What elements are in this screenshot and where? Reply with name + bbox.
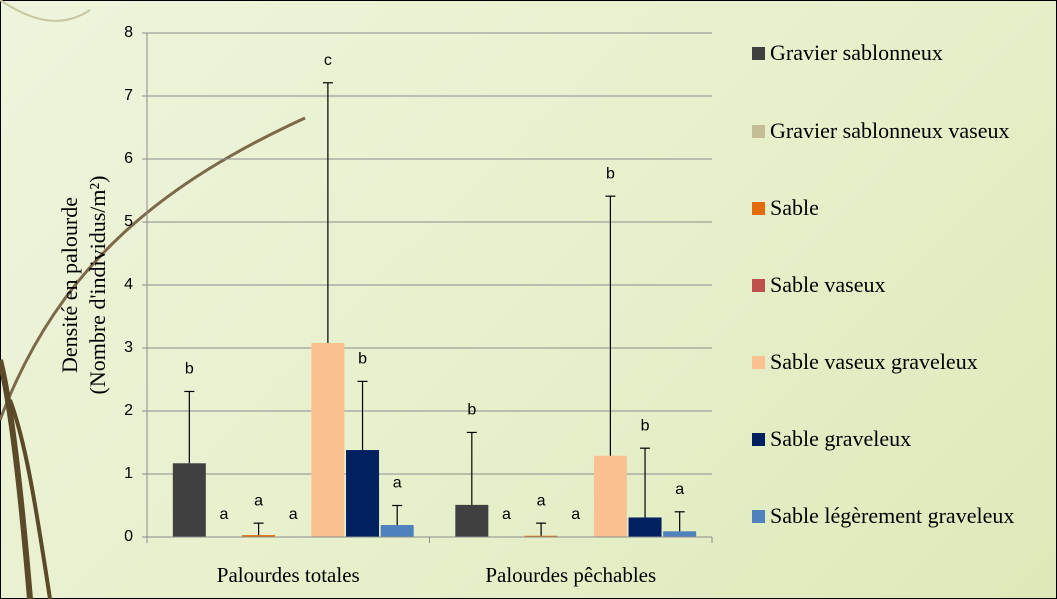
legend-swatch: [752, 47, 765, 60]
y-tick-label: 2: [124, 402, 133, 419]
significance-letter: a: [220, 506, 229, 523]
y-tick-label: 0: [124, 528, 133, 545]
bar: [594, 456, 627, 537]
legend-item: Sable: [752, 193, 1020, 223]
decor-curve: [0, 118, 305, 420]
significance-letter: a: [289, 506, 298, 523]
legend-label: Sable: [770, 193, 1020, 223]
legend-label: Sable légèrement graveleux: [770, 501, 1020, 531]
legend-swatch: [752, 510, 765, 523]
legend-swatch: [752, 433, 765, 446]
legend-item: Gravier sablonneux vaseux: [752, 116, 1020, 146]
legend-swatch: [752, 125, 765, 138]
bar: [663, 531, 696, 537]
bar: [629, 517, 662, 537]
legend-swatch: [752, 356, 765, 369]
legend-item: Sable vaseux: [752, 270, 1020, 300]
significance-letter: a: [502, 506, 511, 523]
legend-label: Sable vaseux: [770, 270, 1020, 300]
plot-area: 0 1 2 3 4 5 6 7 8 b a a a c b a Palourdes totales b a a a b b a…: [124, 24, 712, 587]
y-tick-label: 8: [124, 24, 133, 41]
page: 0 1 2 3 4 5 6 7 8 b a a a c b a Palourdes totales b a a a b b a…: [0, 0, 1057, 599]
bar: [346, 450, 379, 537]
x-tick-label: Palourdes pêchables: [485, 563, 656, 587]
y-tick-label: 1: [124, 465, 133, 482]
bar: [455, 505, 488, 537]
x-tick-label: Palourdes totales: [217, 563, 360, 587]
bar: [381, 525, 414, 537]
y-tick-label: 4: [124, 276, 133, 293]
significance-letter: c: [324, 52, 332, 69]
y-tick-label: 7: [124, 87, 133, 104]
legend-item: Sable légèrement graveleux: [752, 501, 1020, 531]
legend-label: Gravier sablonneux: [770, 38, 1020, 68]
significance-letter: b: [641, 417, 650, 434]
legend-label: Sable vaseux graveleux: [770, 347, 1020, 377]
decor-curve: [0, 360, 30, 599]
legend-item: Gravier sablonneux: [752, 38, 1020, 68]
decor-curve: [0, 0, 90, 21]
legend-swatch: [752, 202, 765, 215]
significance-letter: b: [358, 351, 367, 368]
legend-label: Gravier sablonneux vaseux: [770, 116, 1020, 146]
y-tick-label: 3: [124, 339, 133, 356]
y-axis-title: Densité en palourde: [57, 197, 82, 373]
significance-letter: a: [675, 481, 684, 498]
significance-letter: b: [467, 402, 476, 419]
legend-label: Sable graveleux: [770, 424, 1020, 454]
significance-letter: a: [393, 475, 402, 492]
y-tick-label: 6: [124, 150, 133, 167]
y-tick-label: 5: [124, 213, 133, 230]
significance-letter: a: [571, 506, 580, 523]
significance-letter: a: [537, 492, 546, 509]
significance-letter: a: [254, 492, 263, 509]
y-axis-title: (Nombre d'individus/m²): [85, 176, 110, 395]
legend-swatch: [752, 279, 765, 292]
bar: [173, 463, 206, 537]
significance-letter: b: [185, 361, 194, 378]
legend-item: Sable graveleux: [752, 424, 1020, 454]
legend-item: Sable vaseux graveleux: [752, 347, 1020, 377]
significance-letter: b: [606, 165, 615, 182]
bar: [311, 343, 344, 537]
